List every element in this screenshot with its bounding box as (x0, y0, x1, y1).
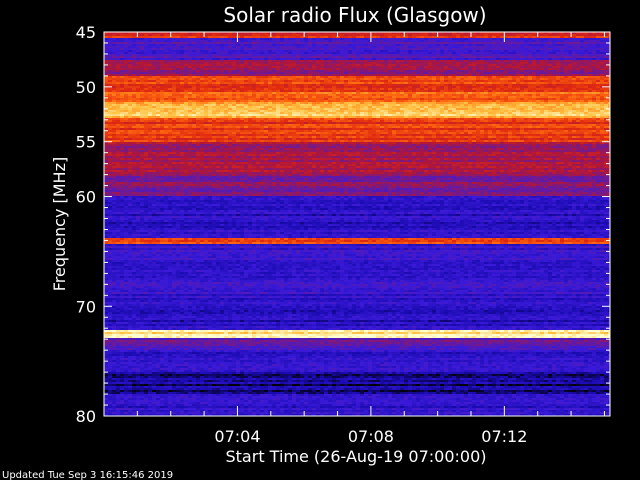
x-tick-label: 07:12 (481, 427, 527, 446)
y-tick-label: 55 (76, 133, 96, 152)
y-tick-label: 50 (76, 78, 96, 97)
y-axis-label: Frequency [MHz] (50, 157, 69, 291)
y-tick-label: 60 (76, 188, 96, 207)
updated-timestamp: Updated Tue Sep 3 16:15:46 2019 (2, 470, 173, 480)
x-axis-label: Start Time (26-Aug-19 07:00:00) (226, 447, 487, 466)
y-tick-label: 45 (76, 23, 96, 42)
x-tick-label: 07:08 (348, 427, 394, 446)
y-tick-label: 70 (76, 297, 96, 316)
heatmap-area (104, 32, 613, 417)
x-tick-label: 07:04 (214, 427, 260, 446)
chart-title: Solar radio Flux (Glasgow) (223, 3, 486, 27)
y-tick-label: 80 (76, 407, 96, 426)
